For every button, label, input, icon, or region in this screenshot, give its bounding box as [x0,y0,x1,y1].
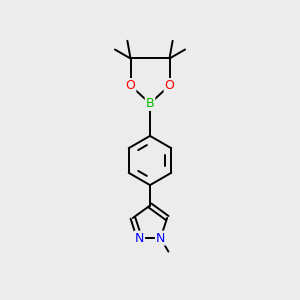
Text: N: N [156,232,165,244]
Text: N: N [135,232,144,244]
Text: B: B [146,97,154,110]
Text: O: O [165,79,174,92]
Text: O: O [126,79,135,92]
